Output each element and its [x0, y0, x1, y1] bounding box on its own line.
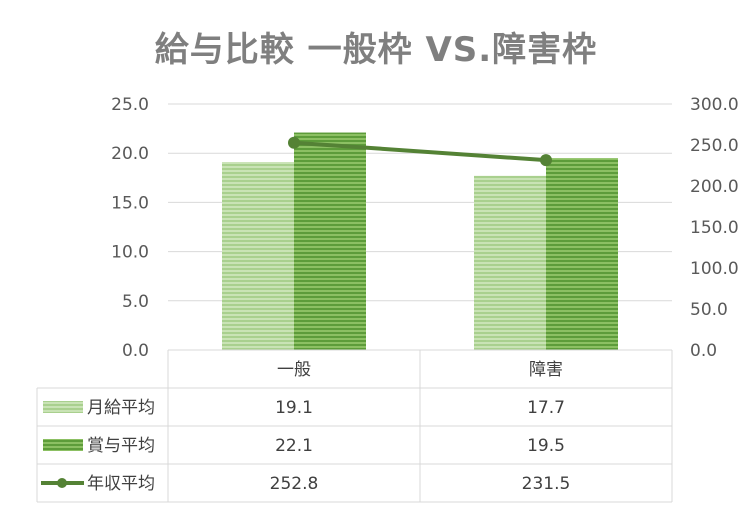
bars-layer	[222, 132, 618, 350]
table-cell: 19.1	[275, 398, 313, 418]
table-cell: 231.5	[522, 474, 571, 494]
series-name: 月給平均	[87, 398, 155, 418]
y2-tick-label: 100.0	[690, 259, 739, 279]
y-tick-label: 20.0	[111, 144, 149, 164]
y-tick-label: 10.0	[111, 243, 149, 263]
y2-tick-label: 0.0	[690, 341, 717, 361]
legend-swatch	[43, 401, 83, 413]
y2-tick-label: 150.0	[690, 218, 739, 238]
chart-title: 給与比較 一般枠 VS.障害枠	[154, 30, 598, 70]
y2-tick-label: 250.0	[690, 136, 739, 156]
table-cell: 19.5	[527, 436, 565, 456]
y2-tick-label: 200.0	[690, 177, 739, 197]
series-name: 年収平均	[87, 474, 155, 494]
series-line	[293, 140, 547, 163]
y-tick-label: 15.0	[111, 193, 149, 213]
y-tick-label: 0.0	[122, 341, 149, 361]
category-label: 一般	[277, 360, 311, 380]
table-cell: 252.8	[270, 474, 319, 494]
y-tick-label: 5.0	[122, 292, 149, 312]
y-tick-label: 25.0	[111, 95, 149, 115]
category-label: 障害	[529, 360, 563, 380]
bar	[222, 162, 294, 350]
series-name: 賞与平均	[87, 436, 155, 456]
legend-marker	[57, 478, 67, 488]
line-point	[288, 136, 300, 149]
bar	[294, 132, 366, 350]
y2-tick-label: 300.0	[690, 95, 739, 115]
legend-swatch	[43, 439, 83, 451]
table-cell: 17.7	[527, 398, 565, 418]
bar	[474, 175, 546, 350]
bar	[546, 158, 618, 350]
line-point	[540, 154, 552, 167]
line-layer	[288, 136, 552, 167]
axis-layer: 0.0 5.0 10.0 15.0 20.0 25.0 0.0 50.0 100.0 150.0 2…	[111, 95, 739, 361]
y2-tick-label: 50.0	[690, 300, 728, 320]
table-cell: 22.1	[275, 436, 313, 456]
